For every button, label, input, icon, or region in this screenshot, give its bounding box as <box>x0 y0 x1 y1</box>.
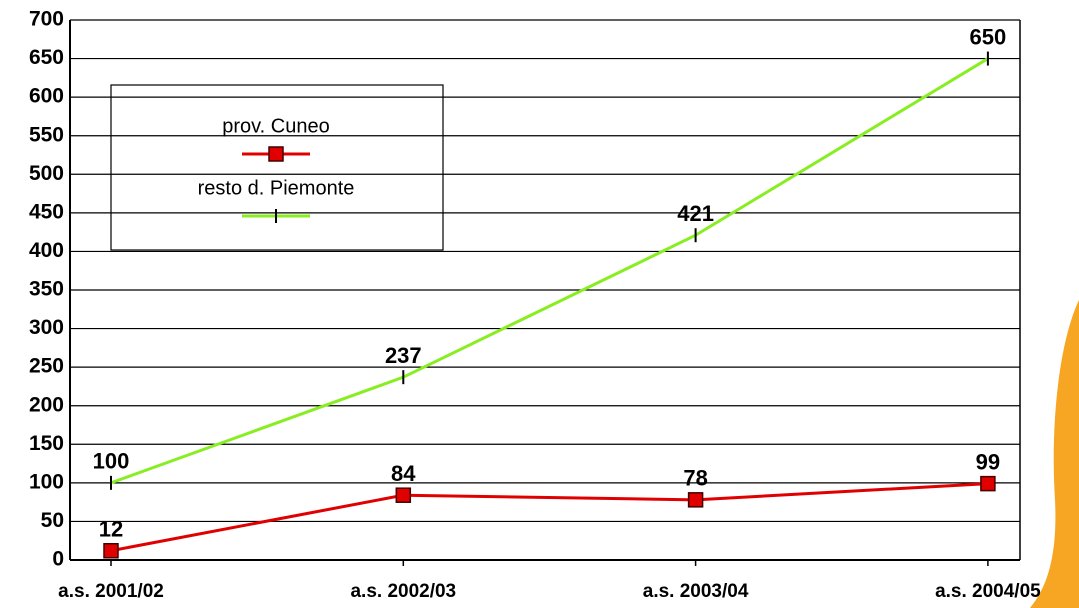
y-tick-label: 250 <box>29 355 64 378</box>
legend-label: resto d. Piemonte <box>198 177 355 199</box>
data-label: 421 <box>677 201 714 226</box>
y-tick-label: 400 <box>29 239 64 262</box>
y-tick-label: 50 <box>41 509 64 532</box>
y-tick-label: 100 <box>29 470 64 493</box>
x-tick-label: a.s. 2002/03 <box>350 581 456 602</box>
data-label: 650 <box>970 24 1007 49</box>
y-tick-label: 350 <box>29 278 64 301</box>
marker <box>981 477 995 491</box>
y-tick-label: 300 <box>29 316 64 339</box>
data-label: 99 <box>976 449 1000 474</box>
y-tick-label: 150 <box>29 432 64 455</box>
marker <box>104 544 118 558</box>
y-tick-label: 200 <box>29 393 64 416</box>
x-tick-label: a.s. 2004/05 <box>935 581 1041 602</box>
y-tick-label: 700 <box>29 8 64 31</box>
y-tick-label: 650 <box>29 46 64 69</box>
legend-label: prov. Cuneo <box>222 115 329 137</box>
x-tick-label: a.s. 2001/02 <box>58 581 164 602</box>
legend-box <box>111 85 443 250</box>
data-label: 84 <box>391 461 416 486</box>
data-label: 237 <box>385 343 422 368</box>
y-tick-label: 0 <box>52 548 64 571</box>
decoration <box>1030 300 1079 608</box>
marker <box>396 488 410 502</box>
marker <box>689 493 703 507</box>
x-tick-label: a.s. 2003/04 <box>643 581 749 602</box>
y-tick-label: 450 <box>29 200 64 223</box>
y-tick-label: 600 <box>29 85 64 108</box>
y-tick-label: 500 <box>29 162 64 185</box>
legend-marker <box>269 147 283 161</box>
y-tick-label: 550 <box>29 123 64 146</box>
data-label: 78 <box>683 466 707 491</box>
data-label: 12 <box>99 517 123 542</box>
series-line <box>111 484 988 551</box>
data-label: 100 <box>93 449 130 474</box>
chart: 0 50 100 150 200 250 300 350 400 450 500 550 600 650 7… <box>0 0 1079 608</box>
